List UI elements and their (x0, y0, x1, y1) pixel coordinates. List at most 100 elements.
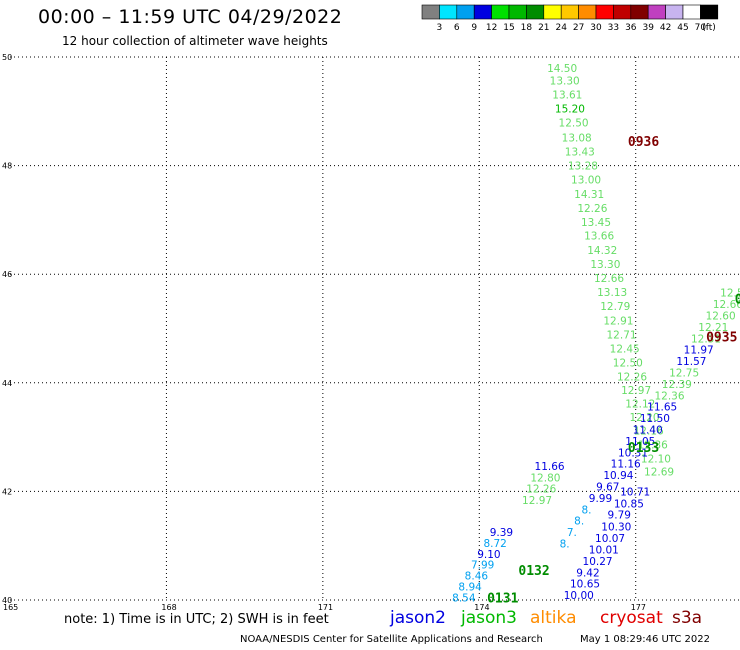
legend-swatch (560, 4, 579, 20)
swh-value: 12.26 (617, 371, 647, 383)
swh-value: 10.01 (589, 545, 619, 557)
lat-tick-label: 42 (2, 487, 12, 496)
swh-value: 10.65 (570, 579, 600, 591)
legend-tick-label: 45 (677, 23, 688, 33)
swh-value: 12.97 (522, 495, 552, 507)
swh-value: 12.71 (607, 329, 637, 341)
satellite-cryosat-label: cryosat (600, 608, 663, 628)
legend-swatch (595, 4, 614, 20)
lon-tick-label: 165 (3, 603, 18, 612)
satellite-jason3-label: jason3 (461, 608, 517, 628)
pass-time-tag: 0131 (487, 591, 518, 606)
legend-swatch (508, 4, 527, 20)
swh-value: 14.31 (574, 189, 604, 201)
legend-tick-label: 18 (521, 23, 533, 33)
swh-value: 8. (581, 504, 591, 516)
color-legend: 3 6 9 12 15 18 21 24 27 30 33 36 39 42 45 70(ft) (421, 4, 719, 33)
swh-value: 12.97 (621, 385, 651, 397)
swh-value: 13.30 (590, 259, 620, 271)
generated-time: May 1 08:29:46 UTC 2022 (580, 634, 710, 645)
swh-value: 13.43 (565, 146, 595, 158)
swh-value: 11.05 (625, 436, 655, 448)
pass-time-tag: 0132 (518, 564, 549, 579)
swh-value: 9.39 (490, 527, 513, 539)
swh-value: 12.60 (706, 310, 736, 322)
swh-value: 12.36 (638, 440, 668, 452)
swh-value: 13.00 (571, 175, 601, 187)
swh-value: 10.94 (603, 470, 633, 482)
swh-value: 12.12 (625, 398, 655, 410)
swh-value: 10.85 (614, 498, 644, 510)
swh-value: 11.57 (676, 356, 706, 368)
swh-value: 10.30 (601, 522, 631, 534)
lat-tick-label: 48 (2, 162, 12, 171)
legend-swatch (682, 4, 701, 20)
swh-value: 13.66 (584, 231, 614, 243)
swh-value: 10.71 (620, 486, 650, 498)
swh-tracks: 14.5013.3013.6115.2012.5013.0813.4313.28… (452, 63, 740, 604)
legend-swatch (456, 4, 475, 20)
satellite-altika-label: altika (530, 608, 577, 628)
swh-value: 11.97 (684, 345, 714, 357)
swh-value: 10.31 (618, 447, 648, 459)
swh-value: 14.50 (547, 63, 577, 75)
satellite-jason2-label: jason2 (390, 608, 446, 628)
swh-value: 12.57 (720, 288, 740, 300)
swh-value: 11.16 (611, 459, 641, 471)
swh-value: 7. (567, 527, 577, 539)
swh-value: 10.07 (595, 533, 625, 545)
legend-swatch (439, 4, 458, 20)
swh-value: 12.26 (526, 484, 556, 496)
map-subtitle: 12 hour collection of altimeter wave hei… (62, 34, 328, 48)
legend-swatch (491, 4, 510, 20)
lat-tick-label: 50 (2, 53, 12, 62)
lat-tick-label: 44 (2, 379, 12, 388)
legend-tick-label: 39 (642, 23, 654, 33)
swh-value: 12.80 (530, 472, 560, 484)
swh-value: 12.69 (644, 466, 674, 478)
swh-value: 11.50 (640, 413, 670, 425)
swh-value: 12.66 (713, 299, 740, 311)
legend-tick-label: 9 (471, 23, 477, 33)
legend-tick-label: 27 (573, 23, 584, 33)
swh-value: 9.10 (477, 549, 500, 561)
legend-tick-label: 6 (454, 23, 460, 33)
swh-value: 11.66 (535, 461, 565, 473)
swh-value: 9.99 (589, 493, 612, 505)
legend-swatch (665, 4, 684, 20)
swh-value: 12.10 (641, 453, 671, 465)
swh-value: 10.00 (564, 590, 594, 602)
swh-value: 8. (560, 539, 570, 551)
map-grid (10, 56, 740, 601)
footer-note: note: 1) Time is in UTC; 2) SWH is in fe… (64, 612, 329, 627)
swh-value: 15.20 (555, 104, 585, 116)
swh-value: 11.65 (647, 402, 677, 414)
swh-value: 12.45 (610, 344, 640, 356)
legend-tick-label: 3 (437, 23, 443, 33)
pass-time-tag: 0 (735, 293, 740, 308)
satellite-s3a-label: s3a (672, 608, 703, 628)
swh-value: 12.66 (594, 273, 624, 285)
legend-swatch (613, 4, 632, 20)
swh-value: 12.36 (654, 390, 684, 402)
legend-swatch (578, 4, 597, 20)
lat-tick-label: 40 (2, 596, 12, 605)
swh-value: 14.32 (587, 245, 617, 257)
legend-swatch (647, 4, 666, 20)
swh-value: 8.94 (458, 581, 482, 593)
pass-time-tag: 0936 (628, 135, 659, 150)
swh-value: 12.26 (577, 203, 607, 215)
legend-tick-label: 12 (486, 23, 497, 33)
lon-tick-label: 168 (161, 603, 176, 612)
swh-value: 13.45 (581, 217, 611, 229)
swh-value: 12.91 (603, 315, 633, 327)
legend-swatch (543, 4, 562, 20)
swh-value: 13.61 (552, 89, 582, 101)
credit-line: NOAA/NESDIS Center for Satellite Applica… (240, 634, 543, 645)
swh-value: 12.79 (600, 301, 630, 313)
swh-value: 12.39 (662, 379, 692, 391)
lon-tick-label: 174 (474, 603, 489, 612)
